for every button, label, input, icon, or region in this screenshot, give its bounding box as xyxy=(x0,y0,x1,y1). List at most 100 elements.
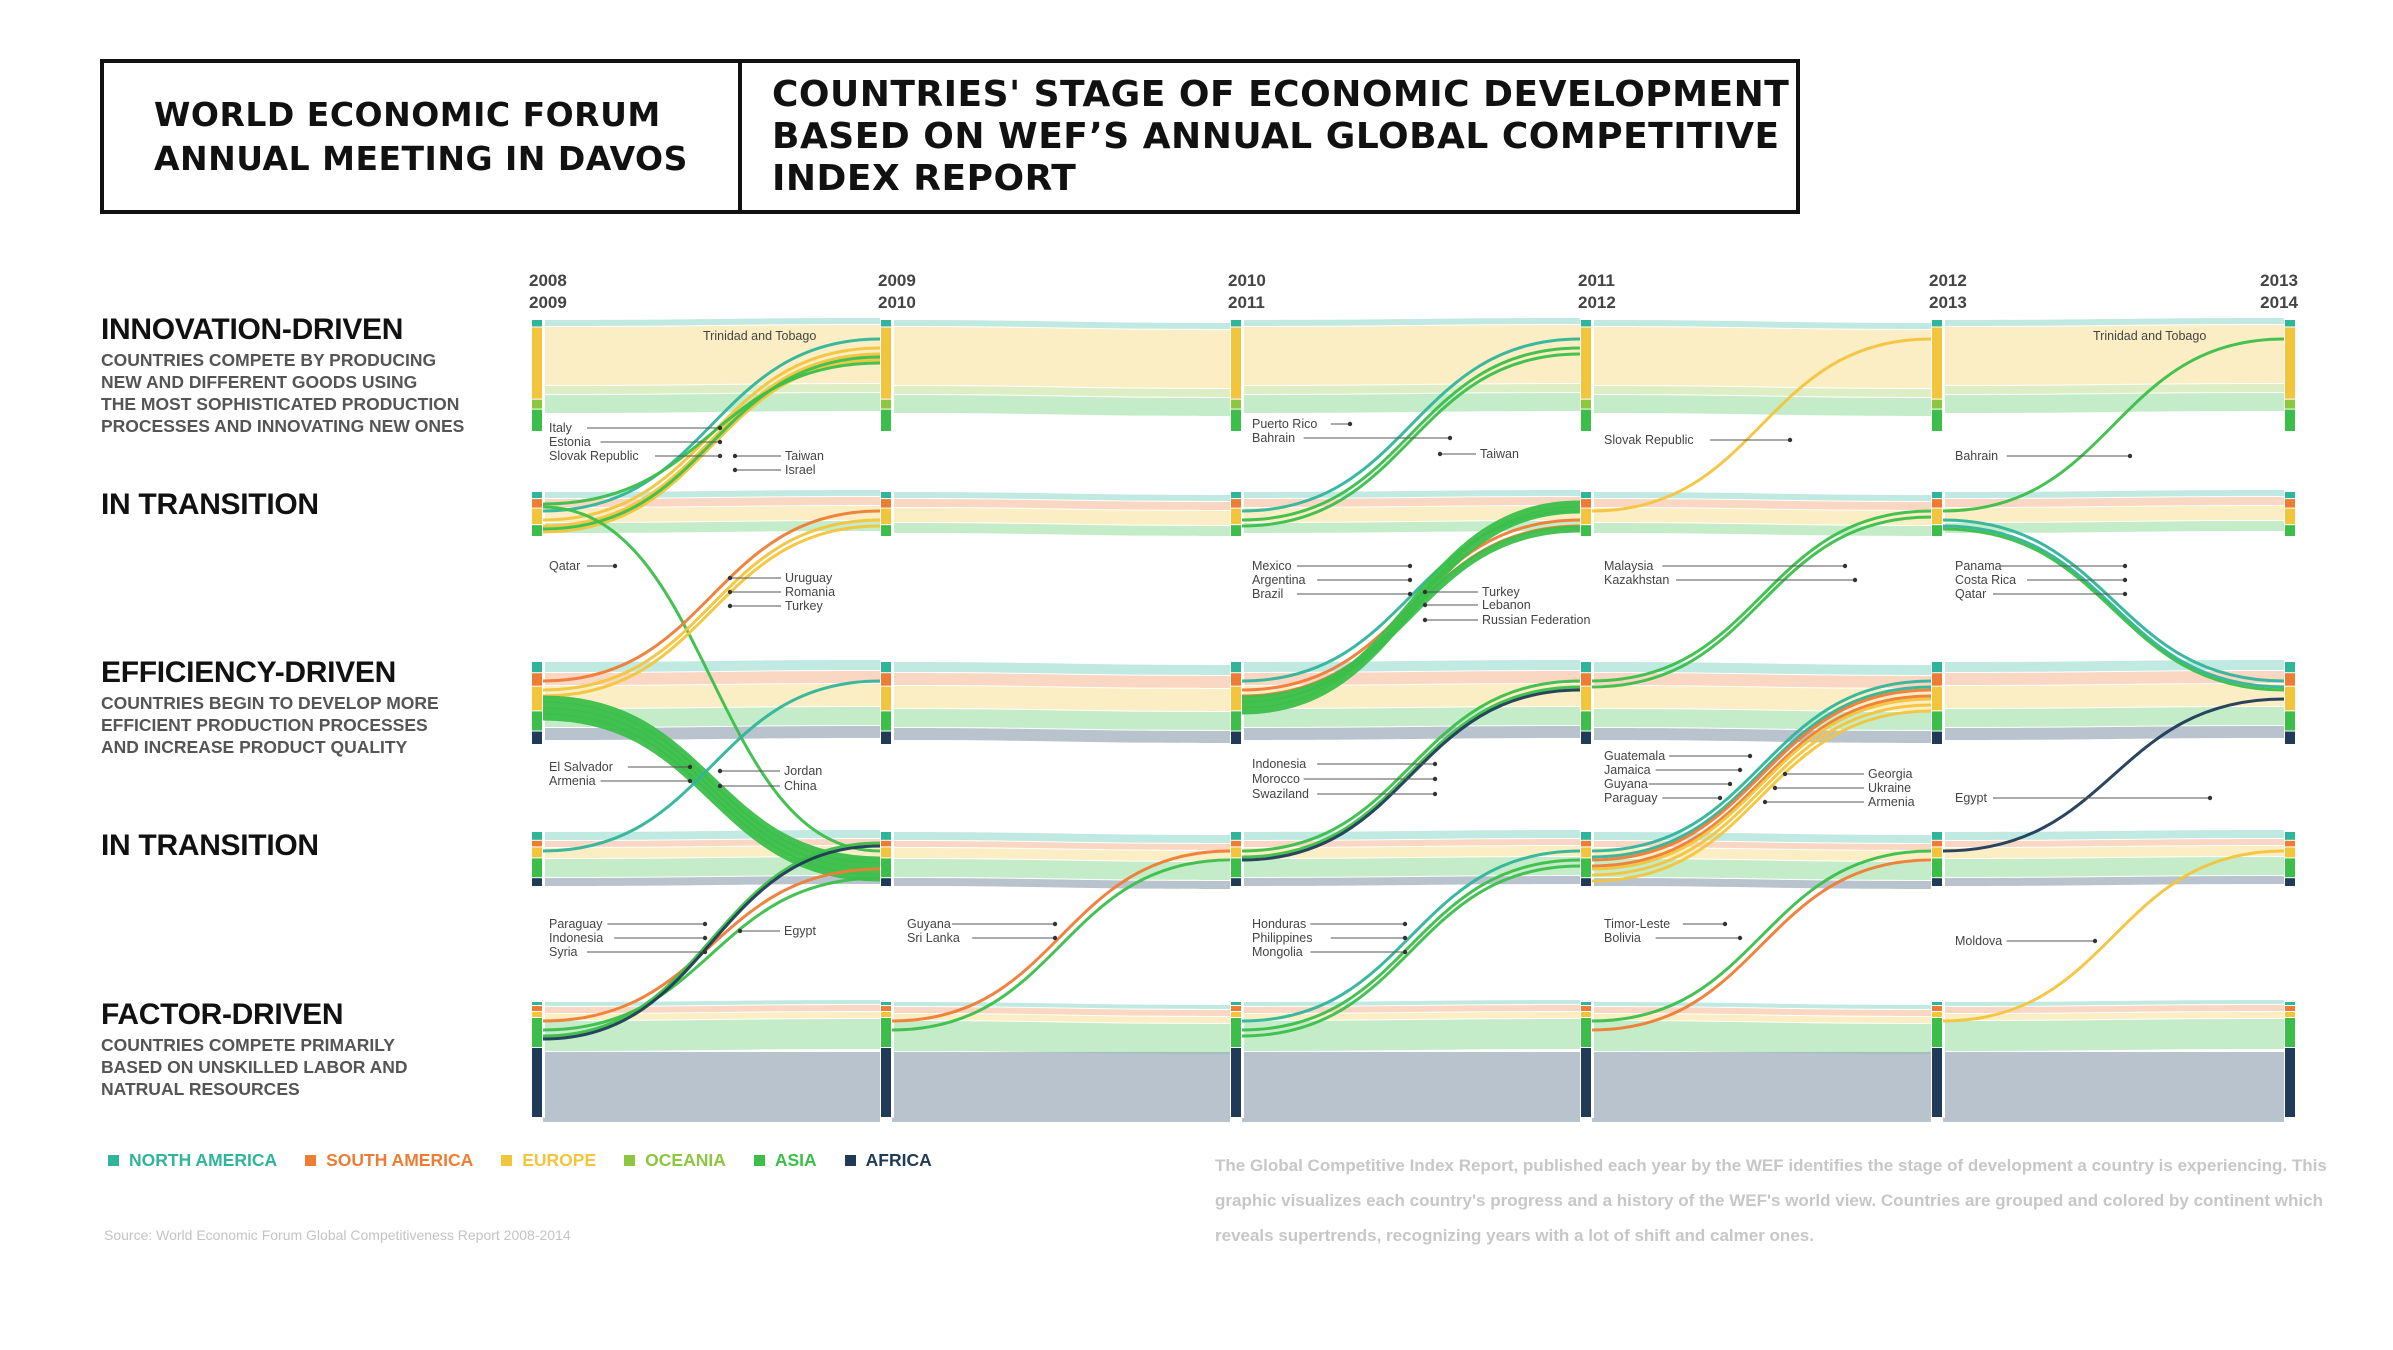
leader-dot xyxy=(1422,602,1428,608)
leader-dot xyxy=(1722,921,1728,927)
country-flow-line xyxy=(1591,685,1932,859)
band-flow xyxy=(543,1052,880,1122)
band-flow xyxy=(892,859,1230,880)
legend: NORTH AMERICA SOUTH AMERICA EUROPE OCEAN… xyxy=(108,1150,960,1171)
period-headers: 2008 2009 2009 2010 2010 2011 2011 2012 2012 2013… xyxy=(529,271,2299,312)
column-node xyxy=(2285,409,2295,431)
country-flow-line xyxy=(1241,685,1581,859)
stage-title: EFFICIENCY-DRIVEN xyxy=(101,656,396,689)
column-node xyxy=(1581,673,1591,686)
leader-dot xyxy=(2122,577,2128,583)
period-label: 2011 xyxy=(1228,293,1265,312)
band-flow xyxy=(1592,1052,1931,1122)
country-flow-line xyxy=(1241,337,1581,513)
column-divider xyxy=(1591,1002,1594,1118)
column-divider xyxy=(542,320,545,432)
leader-dot xyxy=(1432,761,1438,767)
band-flow xyxy=(1592,686,1931,711)
band-flow xyxy=(543,490,880,498)
country-flow-line xyxy=(1591,679,1932,853)
column-node xyxy=(881,1048,891,1117)
leader-dot xyxy=(1737,767,1743,773)
column-node xyxy=(881,499,891,508)
country-label: Malaysia xyxy=(1604,559,1653,573)
column-node xyxy=(881,858,891,878)
band-flow xyxy=(1943,660,2284,672)
column-node xyxy=(532,858,542,878)
leader-dot xyxy=(2122,591,2128,597)
column-divider xyxy=(1241,492,1244,537)
column-node xyxy=(1581,840,1591,847)
column-node xyxy=(1932,731,1942,744)
band-flow xyxy=(1943,325,2284,385)
band-flow xyxy=(1943,1012,2284,1020)
country-flow-line xyxy=(542,844,881,1041)
column-node xyxy=(881,662,891,673)
band-flow xyxy=(1592,327,1931,388)
column-node xyxy=(532,662,542,673)
column-node xyxy=(1231,409,1241,431)
country-flow-line xyxy=(1591,709,1932,883)
country-flow-line xyxy=(1942,518,2285,683)
legend-label: SOUTH AMERICA xyxy=(326,1150,474,1170)
band-flow xyxy=(892,1014,1230,1023)
country-label: Armenia xyxy=(1868,795,1915,809)
column-node xyxy=(1932,327,1942,399)
band-flow xyxy=(1592,728,1931,743)
column-node xyxy=(1932,686,1942,711)
country-label: Italy xyxy=(549,421,573,435)
leader-dot xyxy=(2207,795,2213,801)
legend-item-north-america: NORTH AMERICA xyxy=(108,1150,277,1171)
band-flow xyxy=(892,673,1230,688)
leader-dot xyxy=(1717,795,1723,801)
column-node xyxy=(1932,832,1942,840)
band-flow xyxy=(1943,393,2284,413)
column-node xyxy=(881,1002,891,1005)
band-flow xyxy=(892,327,1230,388)
band-flow xyxy=(1943,839,2284,847)
column-node xyxy=(881,832,891,840)
column-node xyxy=(1932,1018,1942,1047)
country-label: Armenia xyxy=(549,774,596,788)
column-node xyxy=(1581,832,1591,840)
band-flow xyxy=(1242,393,1580,413)
column-node xyxy=(532,711,542,731)
band-flow xyxy=(1592,1007,1931,1016)
stage-factor: FACTOR-DRIVEN COUNTRIES COMPETE PRIMARIL… xyxy=(101,998,408,1100)
band-flow xyxy=(1943,846,2284,858)
band-flow xyxy=(892,841,1230,850)
country-label: Costa Rica xyxy=(1955,573,2016,587)
column-node xyxy=(2285,1006,2295,1011)
band-flow xyxy=(892,709,1230,730)
legend-item-asia: ASIA xyxy=(753,1150,817,1171)
band-flow xyxy=(1592,878,1931,889)
band-flow xyxy=(892,1007,1230,1016)
band-flow xyxy=(892,523,1230,536)
column-node xyxy=(1231,662,1241,673)
leader-dot xyxy=(2127,453,2133,459)
country-label: Kazakhstan xyxy=(1604,573,1669,587)
column-divider xyxy=(2295,320,2298,432)
column-node xyxy=(532,525,542,536)
band-flow xyxy=(1592,395,1931,416)
stage-title: FACTOR-DRIVEN xyxy=(101,998,344,1031)
column-node xyxy=(1932,399,1942,409)
leader-dot xyxy=(1772,785,1778,791)
column-bars xyxy=(532,320,2298,1118)
country-flow-line xyxy=(542,505,881,853)
column-node xyxy=(1231,673,1241,686)
legend-label: AFRICA xyxy=(865,1150,932,1170)
leader-dot xyxy=(1447,435,1453,441)
country-label: Syria xyxy=(549,945,578,959)
band-flow xyxy=(1242,490,1580,498)
country-flow-line xyxy=(1241,679,1581,853)
country-label: Jamaica xyxy=(1604,763,1651,777)
stage-description: COUNTRIES BEGIN TO DEVELOP MORE EFFICIEN… xyxy=(101,693,439,757)
event-title: WORLD ECONOMIC FORUM ANNUAL MEETING IN D… xyxy=(154,94,688,178)
column-node xyxy=(881,686,891,711)
country-flow-line xyxy=(1241,352,1581,528)
header-right: COUNTRIES' STAGE OF ECONOMIC DEVELOPMENT… xyxy=(742,63,1796,210)
country-flow-line xyxy=(891,849,1231,1023)
column-node xyxy=(881,1018,891,1047)
leader-dot xyxy=(1762,799,1768,805)
